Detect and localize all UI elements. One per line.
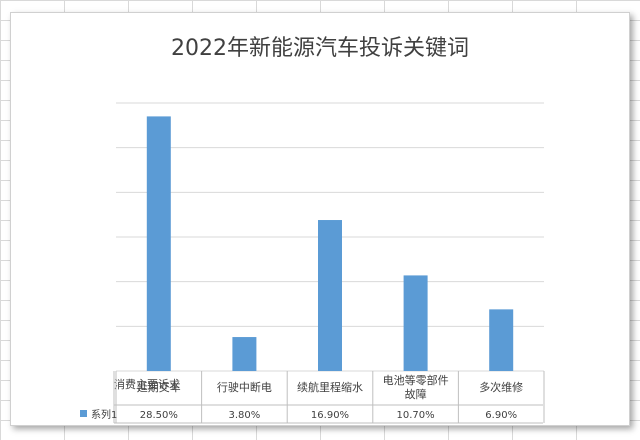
bar	[232, 337, 257, 371]
bar	[489, 309, 514, 371]
table-header: 消费主要诉求	[114, 377, 180, 391]
data-label: 16.90%	[311, 410, 349, 421]
data-label: 10.70%	[397, 410, 435, 421]
data-label: 6.90%	[485, 410, 517, 421]
legend-series-name: 系列1	[91, 408, 117, 421]
category-label: 延期交车	[137, 380, 181, 394]
category-label: 多次维修	[479, 380, 523, 394]
category-label: 续航里程缩水	[297, 380, 363, 394]
chart-area: 2022年新能源汽车投诉关键词 消费主要诉求 延期交车 行驶中断电 续航里程缩水 电池…	[10, 12, 630, 426]
category-label: 行驶中断电	[217, 380, 272, 394]
category-label: 电池等零部件	[383, 373, 449, 387]
data-label: 28.50%	[140, 410, 178, 421]
chart-title: 2022年新能源汽车投诉关键词	[171, 36, 469, 61]
bar	[318, 220, 342, 371]
category-label: 故障	[405, 387, 427, 401]
legend-swatch	[80, 410, 87, 417]
bars	[146, 116, 514, 372]
data-label: 3.80%	[229, 410, 261, 421]
chart-svg: 2022年新能源汽车投诉关键词 消费主要诉求 延期交车 行驶中断电 续航里程缩水 电池…	[80, 36, 545, 424]
bar	[146, 116, 171, 372]
bar	[403, 275, 428, 371]
